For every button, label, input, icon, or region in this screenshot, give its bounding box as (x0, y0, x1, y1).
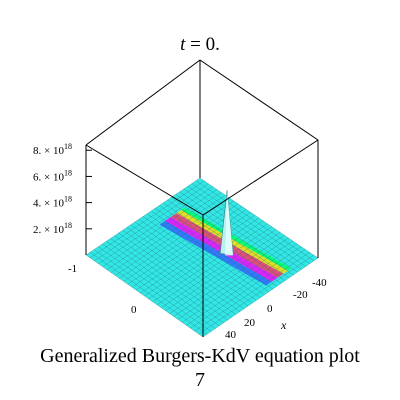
x-tick-label: -20 (293, 289, 308, 301)
mesh-line (173, 237, 289, 317)
peak-highlight (225, 190, 234, 256)
title-rest: = 0. (185, 34, 220, 55)
y-tick-label: 0 (131, 304, 137, 316)
mesh-line (155, 208, 273, 290)
mesh-line (187, 186, 306, 267)
mesh-line (146, 213, 265, 295)
mesh-line (195, 180, 315, 261)
x-tick-label: -40 (312, 277, 327, 289)
x-tick-label: 0 (267, 303, 273, 315)
caption-line-1: Generalized Burgers-KdV equation plot (40, 345, 360, 367)
mesh-line (165, 232, 281, 311)
surface-base (86, 178, 318, 337)
mesh-line (159, 205, 278, 287)
x-axis-ticks: -40 -20 0 20 40 (225, 277, 327, 341)
mesh-line (183, 188, 302, 270)
mesh-line (198, 254, 314, 335)
x-axis-label: x (280, 318, 287, 332)
mesh-line (191, 183, 310, 264)
mesh-line (190, 249, 306, 329)
mesh-line (148, 220, 264, 300)
mesh-line (202, 257, 319, 338)
mesh-line (161, 229, 276, 308)
z-tick-label: 8. × 1018 (33, 142, 72, 157)
mesh-line (142, 216, 261, 298)
plot-title: t = 0. (0, 34, 400, 56)
mesh-line (179, 191, 298, 273)
y-axis-ticks: -1 0 (68, 263, 137, 316)
bounding-box-back (85, 59, 319, 178)
title-variable: t (180, 34, 186, 55)
mesh-line (186, 246, 302, 326)
mesh-line (152, 223, 268, 303)
z-tick-label: 6. × 1018 (33, 168, 72, 183)
mesh-line (181, 243, 298, 323)
x-tick-label: 20 (244, 317, 256, 329)
caption-line-2: 7 (195, 369, 205, 391)
mesh-line (199, 177, 319, 259)
mesh-line (156, 226, 272, 305)
surface-mesh (85, 177, 319, 338)
soliton-peak (219, 190, 234, 256)
mesh-line (151, 210, 269, 293)
y-tick-label: -1 (68, 263, 77, 275)
z-tick-label: 2. × 1018 (33, 221, 72, 236)
z-axis-ticks: 2. × 1018 4. × 1018 6. × 1018 8. × 1018 (33, 142, 92, 236)
z-tick-label: 4. × 1018 (33, 195, 72, 210)
mesh-line (175, 194, 294, 276)
mesh-line (169, 234, 285, 314)
mesh-line (177, 240, 293, 320)
bounding-box-front (85, 139, 319, 337)
figure-caption: Generalized Burgers-KdV equation plot 7 (0, 344, 400, 392)
x-tick-label: 40 (225, 329, 237, 341)
mesh-line (194, 252, 310, 332)
